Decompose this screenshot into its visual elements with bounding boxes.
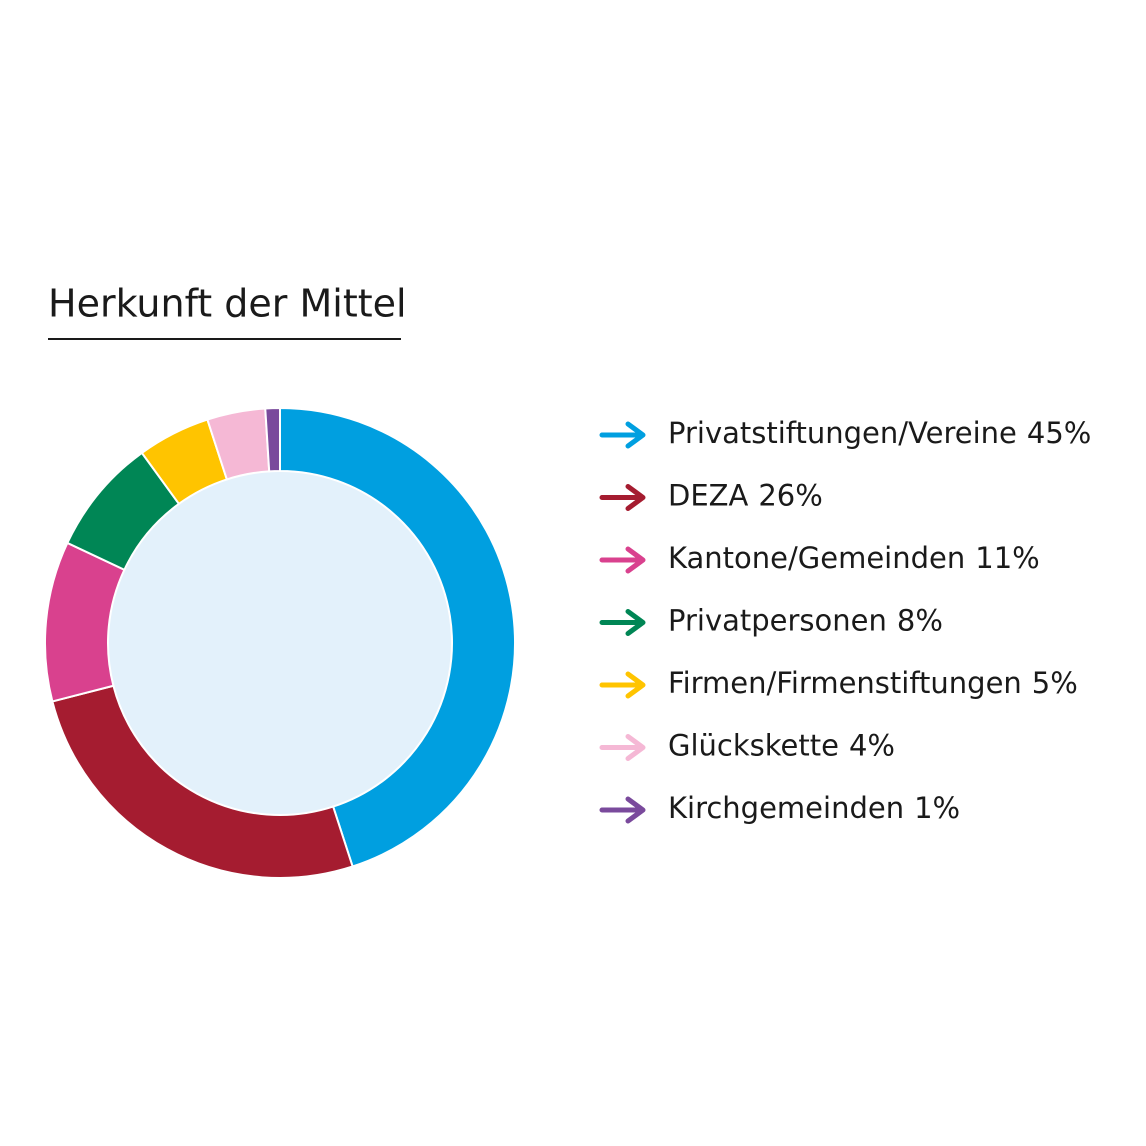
donut-center [108,471,452,815]
legend-arrow [599,484,646,511]
legend-value: 5% [1032,666,1078,700]
chart-title: Herkunft der Mittel [48,282,407,326]
legend-arrow [599,796,646,824]
legend-category: Glückskette [668,729,839,763]
legend-label: Privatstiftungen/Vereine 45% [668,416,1091,450]
legend-value: 11% [975,541,1039,575]
donut-slice [51,684,354,879]
legend-arrow [599,421,646,449]
legend-category: Firmen/Firmenstiftungen [668,666,1022,700]
legend-category: Kantone/Gemeinden [668,541,965,575]
donut-slice [279,406,516,868]
legend-category: Privatpersonen [668,604,887,638]
donut-slice [264,406,281,473]
legend-category: Privatstiftungen/Vereine [668,416,1017,450]
legend-label: Glückskette 4% [668,729,895,763]
legend-category: Kirchgemeinden [668,791,904,825]
legend-value: 1% [914,791,960,825]
legend-label: Privatpersonen 8% [668,604,943,638]
legend-category: DEZA [668,479,749,513]
legend-value: 26% [758,479,822,513]
legend-label: DEZA 26% [668,479,823,513]
legend-arrow [599,734,646,761]
legend-arrow [599,609,646,636]
legend-value: 8% [897,604,943,638]
legend-arrow [599,671,646,699]
legend-value: 45% [1027,416,1091,450]
legend-label: Firmen/Firmenstiftungen 5% [668,666,1078,700]
legend-label: Kantone/Gemeinden 11% [668,541,1040,575]
legend-value: 4% [849,729,895,763]
legend-label: Kirchgemeinden 1% [668,791,960,825]
legend-arrow [599,546,646,574]
